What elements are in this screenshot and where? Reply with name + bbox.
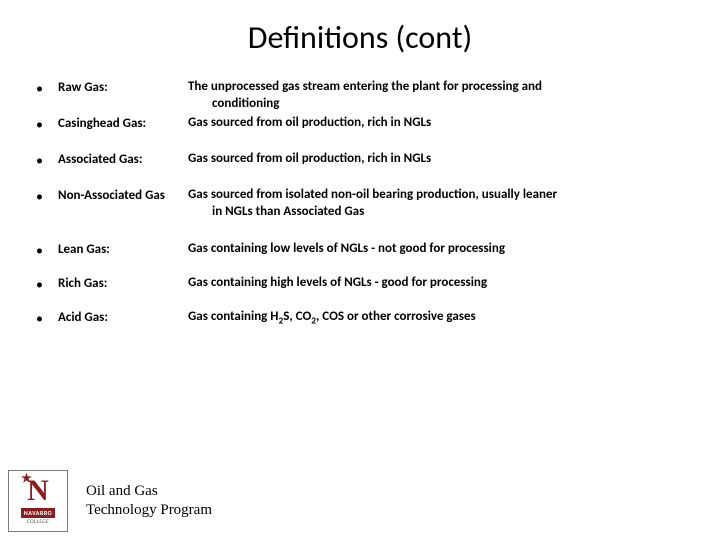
- definition-row: •Rich Gas:Gas containing high levels of …: [36, 275, 690, 293]
- definition-row: •Casinghead Gas:Gas sourced from oil pro…: [36, 115, 690, 133]
- bullet-icon: •: [36, 309, 58, 327]
- definition-row: •Non-Associated GasGas sourced from isol…: [36, 187, 690, 221]
- definitions-list: •Raw Gas:The unprocessed gas stream ente…: [0, 79, 720, 327]
- definition-row: •Raw Gas:The unprocessed gas stream ente…: [36, 79, 690, 113]
- bullet-icon: •: [36, 115, 58, 133]
- definition-term: Raw Gas:: [58, 79, 186, 95]
- definition-row: •Lean Gas:Gas containing low levels of N…: [36, 241, 690, 259]
- definition-text: The unprocessed gas stream entering the …: [186, 79, 690, 113]
- definition-text: Gas containing low levels of NGLs - not …: [186, 241, 690, 258]
- bullet-icon: •: [36, 151, 58, 169]
- bullet-icon: •: [36, 187, 58, 205]
- definition-text: Gas sourced from oil production, rich in…: [186, 115, 690, 132]
- logo-subtext: COLLEGE: [27, 519, 49, 525]
- definition-term: Acid Gas:: [58, 309, 186, 325]
- definition-text: Gas sourced from oil production, rich in…: [186, 151, 690, 168]
- definition-term: Casinghead Gas:: [58, 115, 186, 131]
- bullet-icon: •: [36, 275, 58, 293]
- definition-text: Gas sourced from isolated non-oil bearin…: [186, 187, 690, 221]
- footer: ★ N NAVARRO COLLEGE Oil and Gas Technolo…: [8, 470, 212, 532]
- definition-term: Lean Gas:: [58, 241, 186, 257]
- program-line-2: Technology Program: [86, 501, 212, 520]
- bullet-icon: •: [36, 79, 58, 97]
- definition-term: Associated Gas:: [58, 151, 186, 167]
- definition-text: Gas containing H2S, CO2, COS or other co…: [186, 309, 690, 327]
- page-title: Definitions (cont): [0, 0, 720, 79]
- definition-term: Rich Gas:: [58, 275, 186, 291]
- logo-band: NAVARRO: [21, 508, 55, 518]
- program-line-1: Oil and Gas: [86, 482, 212, 501]
- definition-term: Non-Associated Gas: [58, 187, 186, 203]
- star-icon: ★: [21, 473, 32, 484]
- bullet-icon: •: [36, 241, 58, 259]
- definition-row: •Acid Gas:Gas containing H2S, CO2, COS o…: [36, 309, 690, 327]
- logo-letter: ★ N: [27, 477, 49, 506]
- navarro-logo: ★ N NAVARRO COLLEGE: [8, 470, 68, 532]
- program-name: Oil and Gas Technology Program: [86, 482, 212, 520]
- definition-row: •Associated Gas:Gas sourced from oil pro…: [36, 151, 690, 169]
- definition-text: Gas containing high levels of NGLs - goo…: [186, 275, 690, 292]
